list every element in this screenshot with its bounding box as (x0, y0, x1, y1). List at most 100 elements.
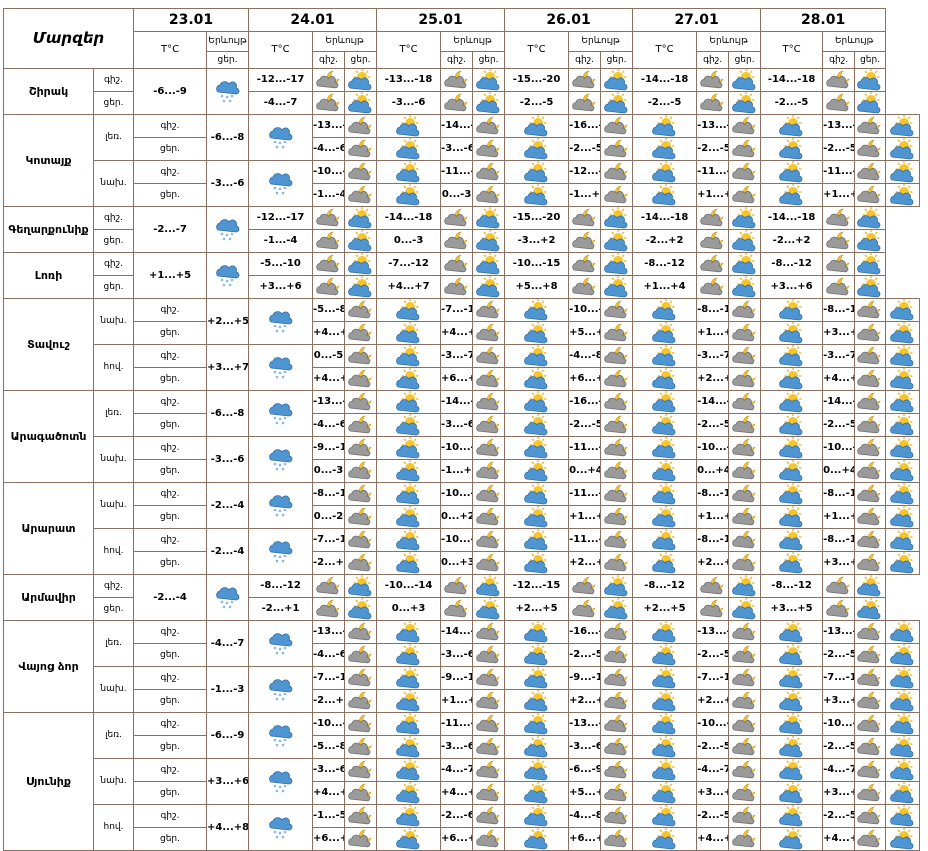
temperature-value: -5...-10 (248, 252, 314, 276)
temperature-value: -3...-6 (206, 436, 250, 483)
cloud-moon-icon (344, 551, 378, 575)
sun-cloud-icon (632, 436, 698, 460)
cloud-moon-icon (600, 459, 634, 483)
cloud-moon-icon (568, 597, 602, 621)
temperature-value: -11...-14 (440, 160, 474, 184)
sun-cloud-icon (504, 827, 570, 851)
temperature-value: -1...-5 (312, 804, 346, 828)
cloud-moon-icon (600, 505, 634, 529)
temperature-value: -10...-15 (504, 252, 570, 276)
temperature-value: +4...+7 (696, 827, 730, 851)
sun-cloud-icon (472, 574, 506, 598)
cloud-moon-icon (472, 804, 506, 828)
time-of-day-label: գիշ. (133, 436, 208, 460)
time-of-day-label: գիշ. (133, 298, 208, 322)
temperature-value: 0...+3 (440, 551, 474, 575)
temperature-value: +2...+5 (696, 367, 730, 391)
sun-cloud-icon (760, 436, 824, 460)
temperature-value: -11...-14 (568, 528, 602, 552)
night-subheader: գիշ. (568, 51, 602, 69)
temperature-value: -14...-17 (440, 620, 474, 644)
cloud-moon-icon (728, 482, 762, 506)
temperature-value: +3...+6 (760, 275, 824, 299)
sun-cloud-icon (885, 551, 920, 575)
day-subheader: ցեր. (728, 51, 762, 69)
temperature-value: -7...-12 (376, 252, 442, 276)
cloud-moon-icon (600, 160, 634, 184)
sun-cloud-icon (885, 413, 920, 437)
sun-cloud-icon (600, 68, 634, 92)
sun-cloud-icon (344, 206, 378, 230)
temperature-value: -3...-7 (696, 344, 730, 368)
sun-cloud-icon (600, 574, 634, 598)
day-subheader: ցեր. (472, 51, 506, 69)
temperature-value: +1...+4 (696, 321, 730, 345)
sun-cloud-icon (344, 574, 378, 598)
sun-cloud-icon (760, 183, 824, 207)
temperature-value: +5...+8 (504, 275, 570, 299)
sun-cloud-icon (600, 252, 634, 276)
time-of-day-label: ցեր. (133, 137, 208, 161)
temperature-value: +3...+5 (760, 597, 824, 621)
cloud-snow-icon (248, 620, 314, 667)
cloud-moon-icon (696, 206, 730, 230)
temperature-value: +6...+9 (568, 367, 602, 391)
sun-cloud-icon (760, 390, 824, 414)
cloud-moon-icon (728, 528, 762, 552)
cloud-snow-icon (248, 666, 314, 713)
cloud-moon-icon (312, 252, 346, 276)
sun-cloud-icon (885, 482, 920, 506)
cloud-moon-icon (472, 758, 506, 782)
temperature-value: -5...-8 (312, 735, 346, 759)
time-of-day-label: գիշ. (133, 344, 208, 368)
sun-cloud-icon (885, 390, 920, 414)
sun-cloud-icon (632, 666, 698, 690)
cloud-moon-icon (472, 482, 506, 506)
cloud-moon-icon (600, 528, 634, 552)
table-row: ցեր. -4...-7 -3...-6 -2...-5 -2...-5 -2...-5 (4, 91, 920, 115)
cloud-moon-icon (472, 666, 506, 690)
temperature-value: -2...-5 (696, 735, 730, 759)
night-subheader: գիշ. (312, 51, 346, 69)
cloud-snow-icon (248, 758, 314, 805)
temperature-value: 0...-3 (440, 183, 474, 207)
cloud-moon-icon (696, 91, 730, 115)
sun-cloud-icon (885, 367, 920, 391)
cloud-moon-icon (344, 390, 378, 414)
cloud-moon-icon (344, 367, 378, 391)
cloud-moon-icon (440, 68, 474, 92)
weather-forecast-table: Մարզեր 23.01 24.01 25.01 26.01 27.01 28.… (2, 8, 920, 851)
sun-cloud-icon (376, 344, 442, 368)
temperature-value: -6...-8 (206, 114, 250, 161)
region-name: Կոտայք (3, 114, 94, 207)
cloud-moon-icon (822, 252, 856, 276)
sun-cloud-icon (376, 390, 442, 414)
table-row: Արմավիր գիշ. -2...-4 -8...-12 -10...-14 -12..… (3, 574, 920, 621)
cloud-moon-icon (854, 551, 887, 575)
temperature-value: +6...+9 (312, 827, 346, 851)
table-row: նախ. գիշ. +3...+6 -3...-6 -4...-7 -6...-9 -4..… (4, 758, 920, 805)
sun-cloud-icon (885, 666, 920, 690)
cloud-moon-icon (696, 597, 730, 621)
cloud-moon-icon (822, 206, 856, 230)
sun-cloud-icon (632, 459, 698, 483)
sky-column-header: Երևույթ (312, 31, 378, 52)
temperature-value: -10...-14 (376, 574, 442, 598)
temperature-value: -10...-14 (696, 436, 730, 460)
cloud-moon-icon (344, 482, 378, 506)
cloud-moon-icon (728, 459, 762, 483)
cloud-moon-icon (854, 482, 887, 506)
region-name: Վայոց ձոր (3, 620, 94, 713)
sun-cloud-icon (885, 643, 920, 667)
sun-cloud-icon (760, 620, 824, 644)
sun-cloud-icon (376, 551, 442, 575)
sun-cloud-icon (504, 114, 570, 138)
cloud-moon-icon (344, 344, 378, 368)
sun-cloud-icon (760, 505, 824, 529)
cloud-moon-icon (822, 68, 856, 92)
sun-cloud-icon (376, 712, 442, 736)
temperature-value: +1...+4 (696, 505, 730, 529)
temp-column-header: T°C (760, 31, 824, 69)
cloud-moon-icon (728, 735, 762, 759)
sun-cloud-icon (885, 827, 920, 851)
